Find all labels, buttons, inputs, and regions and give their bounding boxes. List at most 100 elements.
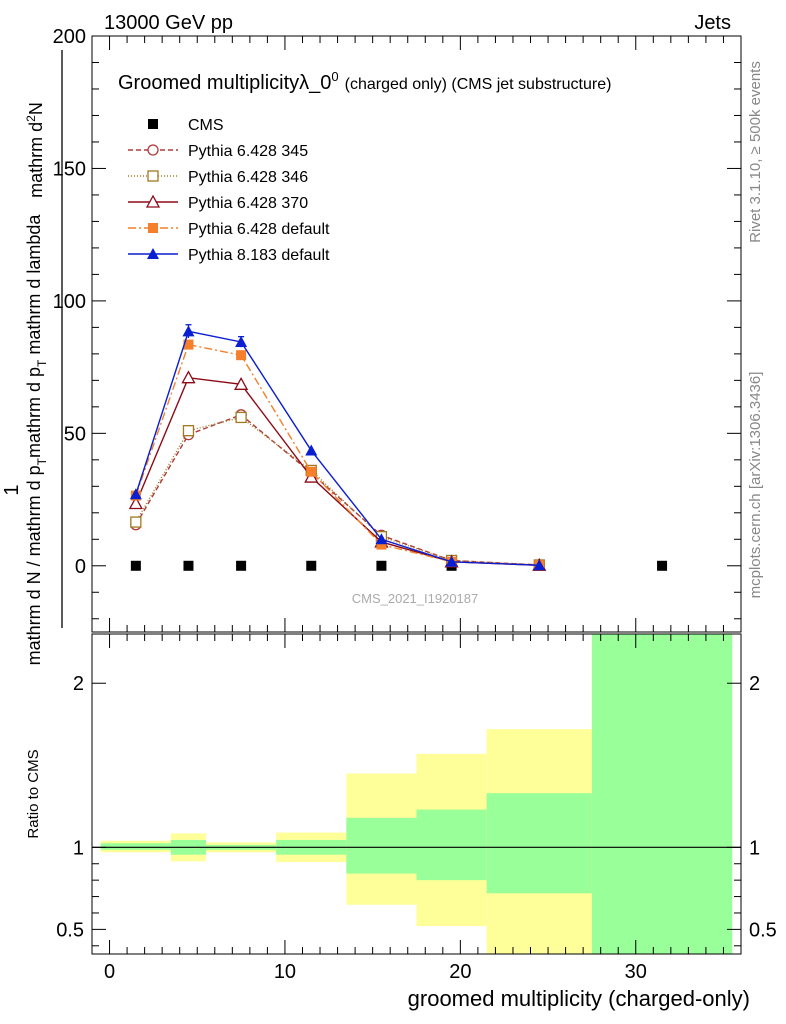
energy-label: 13000 GeV pp (104, 12, 233, 34)
data-point (130, 516, 142, 528)
legend-marker (147, 248, 159, 259)
legend-marker (147, 144, 159, 156)
ratio-y-axis-label: Ratio to CMS (25, 749, 42, 838)
main-y-axis-label: 1 mathrm d2N mathrm d N / mathrm d pTmat… (1, 50, 63, 666)
ratio-x-tick-label: 20 (449, 961, 471, 983)
chart-title-main: Groomed multiplicityλ_0 (118, 72, 331, 94)
data-point (236, 350, 247, 361)
ylabel-denominator-sub2: T (35, 359, 49, 367)
ratio-y-tick-label-right: 0.5 (749, 919, 777, 941)
ratio-y-tick-label-right: 1 (749, 837, 760, 859)
main-frame (91, 35, 742, 633)
series-cms (130, 560, 668, 571)
error-bars (185, 324, 245, 348)
ylabel-denominator-left: mathrm d N / mathrm d p (24, 465, 44, 665)
data-point (128, 496, 143, 510)
series-line (135, 376, 540, 566)
ratio-frame (91, 633, 742, 955)
data-point (183, 339, 194, 350)
data-point (306, 466, 317, 477)
series-line (135, 343, 540, 566)
series-line (135, 416, 540, 566)
ylabel-numerator-sup: 2 (24, 115, 38, 122)
data-point (375, 533, 388, 545)
ratio-y-tick-label-right: 2 (749, 673, 760, 695)
main-data-layer (128, 324, 668, 571)
main-y-tick-label: 150 (53, 158, 86, 180)
series-line (135, 413, 540, 566)
ratio-x-tick-label: 30 (625, 961, 647, 983)
chart-title-suffix: (charged only) (CMS jet substructure) (345, 76, 612, 93)
legend-label: Pythia 6.428 345 (188, 143, 308, 160)
data-point (533, 559, 546, 571)
main-y-tick-label: 100 (53, 291, 86, 313)
legend-item: Pythia 8.183 default (128, 247, 330, 264)
chart-title-sup: 0 (331, 69, 338, 84)
ylabel-denominator-sub1: T (35, 457, 49, 465)
ratio-x-tick-label: 10 (274, 961, 296, 983)
series-line (135, 330, 540, 566)
ratio-bands (92, 634, 741, 954)
legend-label: Pythia 6.428 default (188, 221, 330, 238)
category-label: Jets (694, 12, 731, 34)
analysis-watermark: CMS_2021_I1920187 (352, 591, 479, 606)
legend: CMS Pythia 6.428 345 Pythia 6.428 346 Pythi… (128, 117, 330, 264)
series-pythia-6-428-346 (130, 411, 545, 571)
ylabel-one: 1 (1, 484, 23, 495)
data-point (376, 539, 387, 550)
data-point (376, 560, 387, 571)
legend-item: Pythia 6.428 345 (128, 143, 308, 160)
ylabel-denominator-right: mathrm d lambda (24, 214, 44, 360)
legend-label: Pythia 6.428 346 (188, 169, 308, 186)
chart-title: Groomed multiplicityλ_00 (charged only) (… (118, 69, 611, 94)
legend-label: Pythia 8.183 default (188, 247, 330, 264)
legend-label: Pythia 6.428 370 (188, 195, 308, 212)
rivet-version-label: Rivet 3.1.10, ≥ 500k events (747, 61, 764, 243)
data-point (236, 560, 247, 571)
ylabel-numerator-prefix: mathrm d (26, 122, 46, 198)
ratio-band-inner (100, 843, 171, 850)
data-point (657, 560, 668, 571)
legend-label: CMS (188, 117, 224, 134)
ratio-y-axis: 0.5 0.5 1 1 2 2 (56, 673, 777, 947)
data-point (235, 411, 247, 424)
ratio-band-inner (591, 634, 733, 954)
main-y-tick-label: 50 (64, 423, 86, 445)
ratio-band-inner (416, 809, 487, 881)
legend-marker (145, 194, 161, 208)
legend-item: Pythia 6.428 346 (128, 169, 308, 186)
legend-marker (148, 223, 158, 233)
main-y-tick-label: 0 (75, 556, 86, 578)
ratio-y-tick-label: 1 (73, 837, 84, 859)
legend-marker (147, 170, 159, 182)
x-axis-label: groomed multiplicity (charged-only) (408, 986, 750, 1011)
ylabel-denominator: mathrm d N / mathrm d pTmathrm d pT math… (24, 214, 49, 666)
ratio-y-tick-label: 0.5 (56, 919, 84, 941)
ylabel-numerator: mathrm d2N (24, 102, 46, 198)
data-point (233, 376, 249, 390)
legend-item: Pythia 6.428 default (128, 221, 330, 238)
data-point (183, 560, 194, 571)
legend-item: Pythia 6.428 370 (128, 194, 308, 212)
data-point (445, 555, 458, 567)
series-pythia-8-183-default (129, 325, 546, 571)
data-point (306, 560, 317, 571)
legend-item: CMS (148, 117, 224, 134)
ratio-band-inner (346, 817, 417, 874)
ylabel-denominator-mid: mathrm d p (24, 367, 44, 458)
ratio-panel: 0.5 0.5 1 1 2 2 0 10 20 30 Ratio to CMS groomed … (25, 633, 777, 1011)
data-point (305, 444, 318, 456)
main-y-tick-label: 200 (53, 26, 86, 48)
series-pythia-6-428-default (130, 339, 545, 571)
data-point (181, 370, 196, 384)
legend-marker (148, 119, 158, 129)
ratio-y-tick-label: 2 (73, 673, 84, 695)
main-y-axis: 0 50 100 150 200 (53, 26, 741, 620)
ratio-band-inner (486, 793, 592, 894)
data-point (129, 488, 142, 500)
ratio-x-tick-label: 0 (104, 961, 115, 983)
mcplots-label: mcplots.cern.ch [arXiv:1306.3436] (747, 372, 764, 599)
ratio-x-axis: 0 10 20 30 (104, 634, 724, 983)
